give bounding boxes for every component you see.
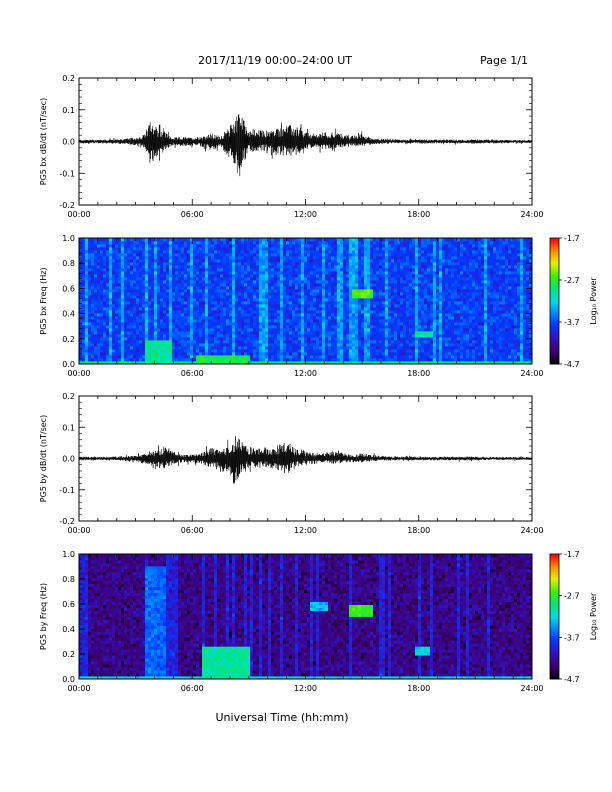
x-tick-label: 24:00 <box>520 684 543 693</box>
colorbar-bx: -1.7 -2.7 -3.7 -4.7 Log₁₀ Power <box>549 234 598 369</box>
y-tick-label: 0.8 <box>62 575 75 584</box>
x-tick-label: 24:00 <box>520 526 543 535</box>
y-tick-label: 0.0 <box>62 675 75 684</box>
spectrogram-cells <box>79 238 533 365</box>
spectrogram-cells <box>79 554 533 680</box>
y-axis-label: PG5 bx dB/dt (nT/sec) <box>39 98 48 185</box>
panel-bx-spectrogram: 00:00 06:00 12:00 18:00 24:00 1.0 0.8 0.6 0.4 0.2… <box>39 234 544 378</box>
colorbar-tick-label: -1.7 <box>564 550 580 559</box>
y-tick-label: 0.2 <box>62 650 75 659</box>
y-tick-label: 1.0 <box>62 234 75 243</box>
y-axis-label: PG5 bx Freq (Hz) <box>39 267 48 334</box>
panel-by-spectrogram: 00:00 06:00 12:00 18:00 24:00 1.0 0.8 0.6 0.4 0.2… <box>39 550 544 693</box>
colorbar-tick-label: -4.7 <box>564 360 580 369</box>
y-tick-label: 0.0 <box>62 455 75 464</box>
x-axis-label: Universal Time (hh:mm) <box>216 711 349 724</box>
panel-by-timeseries: 00:00 06:00 12:00 18:00 24:00 0.2 0.1 0.0 -0.1 -0… <box>39 392 544 535</box>
y-tick-label: 0.4 <box>62 310 75 319</box>
colorbar-by: -1.7 -2.7 -3.7 -4.7 Log₁₀ Power <box>549 550 598 684</box>
y-axis-label: PG5 by dB/dt (nT/sec) <box>39 415 48 502</box>
y-tick-label: 0.6 <box>62 600 75 609</box>
y-tick-label: 0.0 <box>62 138 75 147</box>
series-line <box>78 436 533 484</box>
y-tick-label: 0.8 <box>62 259 75 268</box>
x-tick-label: 24:00 <box>520 369 543 378</box>
y-tick-label: -0.2 <box>59 201 75 210</box>
x-tick-label: 12:00 <box>294 369 317 378</box>
colorbar-label: Log₁₀ Power <box>589 592 598 640</box>
x-tick-label: 12:00 <box>294 684 317 693</box>
y-tick-label: 0.2 <box>62 392 75 401</box>
y-tick-label: 0.1 <box>62 106 75 115</box>
colorbar-label: Log₁₀ Power <box>589 277 598 325</box>
page-indicator: Page 1/1 <box>480 54 528 67</box>
x-tick-label: 00:00 <box>67 369 90 378</box>
figure-title: 2017/11/19 00:00–24:00 UT <box>198 54 352 67</box>
panel-bx-timeseries: 00:00 06:00 12:00 18:00 24:00 0.2 0.1 0.0 -0.1 -0… <box>39 74 544 219</box>
y-tick-label: 0.2 <box>62 74 75 83</box>
x-tick-label: 18:00 <box>407 369 430 378</box>
y-tick-label: 0.6 <box>62 284 75 293</box>
y-tick-label: -0.2 <box>59 517 75 526</box>
x-tick-label: 00:00 <box>67 526 90 535</box>
colorbar-frame <box>549 553 560 680</box>
x-tick-label: 00:00 <box>67 684 90 693</box>
x-tick-label: 24:00 <box>520 210 543 219</box>
x-tick-label: 12:00 <box>294 526 317 535</box>
x-tick-label: 18:00 <box>407 684 430 693</box>
colorbar-tick-label: -4.7 <box>564 675 580 684</box>
y-tick-label: 0.0 <box>62 360 75 369</box>
x-tick-label: 18:00 <box>407 210 430 219</box>
y-tick-label: 0.1 <box>62 423 75 432</box>
x-tick-label: 06:00 <box>181 369 204 378</box>
series-line <box>78 114 533 177</box>
colorbar-frame <box>549 237 560 365</box>
x-tick-label: 06:00 <box>181 210 204 219</box>
x-tick-label: 06:00 <box>181 684 204 693</box>
colorbar-tick-label: -3.7 <box>564 633 580 642</box>
colorbar-tick-label: -2.7 <box>564 592 580 601</box>
y-tick-label: 1.0 <box>62 550 75 559</box>
y-tick-label: 0.4 <box>62 625 75 634</box>
y-tick-label: 0.2 <box>62 335 75 344</box>
x-tick-label: 00:00 <box>67 210 90 219</box>
x-tick-label: 18:00 <box>407 526 430 535</box>
x-tick-label: 12:00 <box>294 210 317 219</box>
y-axis-label: PG5 by Freq (Hz) <box>39 583 48 650</box>
x-tick-label: 06:00 <box>181 526 204 535</box>
y-tick-label: -0.1 <box>59 169 75 178</box>
colorbar-tick-label: -3.7 <box>564 318 580 327</box>
y-tick-label: -0.1 <box>59 486 75 495</box>
colorbar-tick-label: -1.7 <box>564 234 580 243</box>
colorbar-tick-label: -2.7 <box>564 276 580 285</box>
